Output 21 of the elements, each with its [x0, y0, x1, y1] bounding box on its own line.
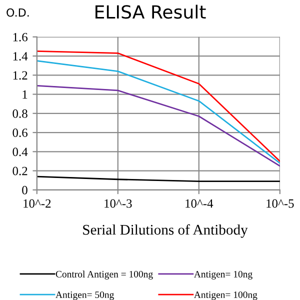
x-tick-label: 10^-3 [104, 199, 132, 208]
legend-label: Antigen= 50ng [56, 291, 114, 300]
y-tick-label: 0.2 [12, 166, 28, 176]
y-tick-label: 1.2 [13, 71, 28, 80]
chart-title: ELISA Result [96, 4, 206, 19]
y-axis-title: O.D. [6, 8, 29, 17]
legend-label: Control Antigen = 100ng [56, 270, 153, 280]
y-tick-label: 0.8 [12, 109, 28, 118]
y-tick-label: 1.6 [13, 32, 28, 42]
x-tick-label: 10^-5 [266, 199, 294, 208]
x-tick-label: 10^-4 [186, 199, 214, 208]
y-tick-label: 0.4 [12, 148, 28, 156]
y-tick-label: 1 [22, 90, 28, 99]
y-tick-label: 1.4 [13, 52, 28, 61]
legend-label: Antigen= 100ng [194, 291, 258, 300]
y-tick-label: 0 [22, 186, 28, 194]
x-axis-title: Serial Dilutions of Antibody [83, 224, 248, 238]
line-series [36, 84, 280, 167]
legend-label: Antigen= 10ng [194, 270, 252, 280]
y-tick-label: 0.6 [12, 128, 28, 138]
x-tick-label: 10^-2 [24, 199, 51, 208]
